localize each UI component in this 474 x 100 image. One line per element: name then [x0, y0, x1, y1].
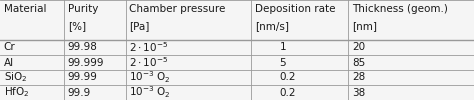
Text: 38: 38	[352, 88, 365, 98]
Text: Thickness (geom.): Thickness (geom.)	[352, 4, 448, 14]
Text: [nm]: [nm]	[352, 21, 377, 31]
Text: 99.99: 99.99	[68, 72, 98, 82]
Text: 0.2: 0.2	[280, 72, 296, 82]
Text: [%]: [%]	[68, 21, 86, 31]
Text: $10^{-3}$ O$_2$: $10^{-3}$ O$_2$	[129, 70, 171, 85]
Text: [nm/s]: [nm/s]	[255, 21, 289, 31]
Text: 99.999: 99.999	[68, 57, 104, 68]
Text: 28: 28	[352, 72, 365, 82]
Text: Cr: Cr	[4, 42, 16, 52]
Text: $2 \cdot 10^{-5}$: $2 \cdot 10^{-5}$	[129, 41, 169, 54]
Text: Purity: Purity	[68, 4, 98, 14]
Text: 1: 1	[280, 42, 286, 52]
Text: $10^{-3}$ O$_2$: $10^{-3}$ O$_2$	[129, 85, 171, 100]
Text: 20: 20	[352, 42, 365, 52]
Text: 99.9: 99.9	[68, 88, 91, 98]
Text: 85: 85	[352, 57, 365, 68]
Text: HfO$_2$: HfO$_2$	[4, 86, 29, 99]
Text: 5: 5	[280, 57, 286, 68]
Text: 99.98: 99.98	[68, 42, 98, 52]
Text: Material: Material	[4, 4, 46, 14]
Text: Deposition rate: Deposition rate	[255, 4, 336, 14]
Text: Al: Al	[4, 57, 14, 68]
Text: $2 \cdot 10^{-5}$: $2 \cdot 10^{-5}$	[129, 56, 169, 69]
Text: Chamber pressure: Chamber pressure	[129, 4, 226, 14]
Text: [Pa]: [Pa]	[129, 21, 150, 31]
Text: SiO$_2$: SiO$_2$	[4, 71, 27, 84]
Text: 0.2: 0.2	[280, 88, 296, 98]
